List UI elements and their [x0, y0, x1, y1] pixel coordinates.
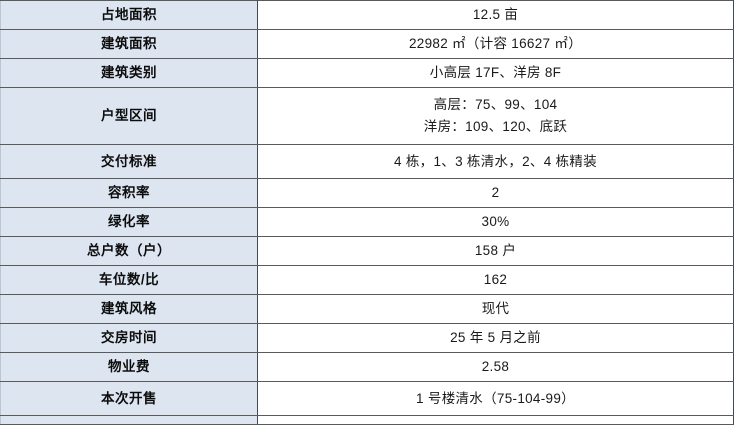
table-row [0, 415, 734, 425]
row-label-cell: 交付标准 [0, 144, 258, 179]
row-value-text: 22982 ㎡（计容 16627 ㎡） [408, 36, 583, 52]
row-value-cell: 现代 [257, 294, 734, 324]
table-row: 建筑风格 现代 [0, 294, 734, 324]
row-value-text: 洋房：109、120、底跃 [423, 119, 568, 134]
table-row: 建筑类别 小高层 17F、洋房 8F [0, 58, 734, 88]
row-value-text: 2 [491, 185, 500, 201]
row-value-text: 高层：75、99、104 [433, 97, 558, 113]
table-row: 占地面积 12.5 亩 [0, 0, 734, 30]
row-label-cell: 总户数（户） [0, 236, 258, 266]
row-label-text: 总户数（户） [87, 243, 171, 259]
property-spec-table: 占地面积 12.5 亩建筑面积 22982 ㎡（计容 16627 ㎡） 建筑类别 小高层… [0, 0, 734, 425]
row-value-cell: 158 户 [257, 236, 734, 266]
row-value-cell: 12.5 亩 [257, 0, 734, 30]
row-value-cell: 4 栋，1、3 栋清水，2、4 栋精装 [257, 144, 734, 179]
row-value-text: 30% [481, 214, 510, 230]
row-value-cell: 1 号楼清水（75-104-99） [257, 381, 734, 416]
row-value-cell: 30% [257, 207, 734, 237]
row-value-cell: 25 年 5 月之前 [257, 323, 734, 353]
table-row: 交付标准 4 栋，1、3 栋清水，2、4 栋精装 [0, 144, 734, 179]
row-value-cell: 162 [257, 265, 734, 295]
row-value-text: 2.58 [481, 359, 510, 375]
row-label-cell: 物业费 [0, 352, 258, 382]
table-row: 总户数（户） 158 户 [0, 236, 734, 266]
row-value-text: 4 栋，1、3 栋清水，2、4 栋精装 [394, 153, 597, 169]
row-label-cell: 绿化率 [0, 207, 258, 237]
row-value-cell: 2 [257, 178, 734, 208]
row-label-cell: 本次开售 [0, 381, 258, 416]
row-value-text: 小高层 17F、洋房 8F [429, 65, 562, 81]
row-label-cell: 交房时间 [0, 323, 258, 353]
row-value-text: 162 [483, 272, 508, 288]
row-label-text: 本次开售 [101, 390, 157, 406]
row-value-text: 25 年 5 月之前 [450, 330, 541, 346]
row-label-text: 物业费 [108, 359, 150, 375]
row-label-cell: 建筑类别 [0, 58, 258, 88]
row-value-text: 12.5 亩 [472, 7, 519, 23]
row-label-text: 交付标准 [101, 153, 157, 169]
row-label-text: 占地面积 [101, 7, 157, 23]
row-label-cell: 建筑风格 [0, 294, 258, 324]
table-row: 建筑面积 22982 ㎡（计容 16627 ㎡） [0, 29, 734, 59]
table-row: 物业费 2.58 [0, 352, 734, 382]
row-label-cell: 车位数/比 [0, 265, 258, 295]
row-value-cell [257, 415, 734, 425]
row-label-text: 交房时间 [101, 330, 157, 346]
row-value-cell: 22982 ㎡（计容 16627 ㎡） [257, 29, 734, 59]
table-row: 车位数/比 162 [0, 265, 734, 295]
row-value-cell: 高层：75、99、104 洋房：109、120、底跃 [257, 87, 734, 145]
row-value-text: 现代 [481, 301, 510, 317]
row-label-text: 建筑风格 [101, 301, 157, 317]
row-label-cell: 容积率 [0, 178, 258, 208]
row-label-cell [0, 415, 258, 425]
row-label-text: 车位数/比 [98, 272, 160, 288]
table-body: 占地面积 12.5 亩建筑面积 22982 ㎡（计容 16627 ㎡） 建筑类别 小高层… [0, 0, 734, 425]
row-label-cell: 户型区间 [0, 87, 258, 145]
row-label-cell: 占地面积 [0, 0, 258, 30]
table-row: 容积率 2 [0, 178, 734, 208]
row-label-text: 绿化率 [108, 214, 150, 230]
row-label-text: 户型区间 [101, 108, 157, 124]
table-row: 绿化率 30% [0, 207, 734, 237]
table-row: 户型区间 高层：75、99、104 洋房：109、120、底跃 [0, 87, 734, 145]
row-value-cell: 2.58 [257, 352, 734, 382]
row-label-cell: 建筑面积 [0, 29, 258, 59]
row-label-text: 容积率 [108, 185, 150, 201]
table-row: 交房时间 25 年 5 月之前 [0, 323, 734, 353]
row-value-text: 158 户 [474, 243, 517, 259]
row-value-cell: 小高层 17F、洋房 8F [257, 58, 734, 88]
row-label-text: 建筑面积 [101, 36, 157, 52]
row-label-text: 建筑类别 [101, 65, 157, 81]
row-value-text: 1 号楼清水（75-104-99） [416, 390, 575, 406]
table-row: 本次开售 1 号楼清水（75-104-99） [0, 381, 734, 416]
